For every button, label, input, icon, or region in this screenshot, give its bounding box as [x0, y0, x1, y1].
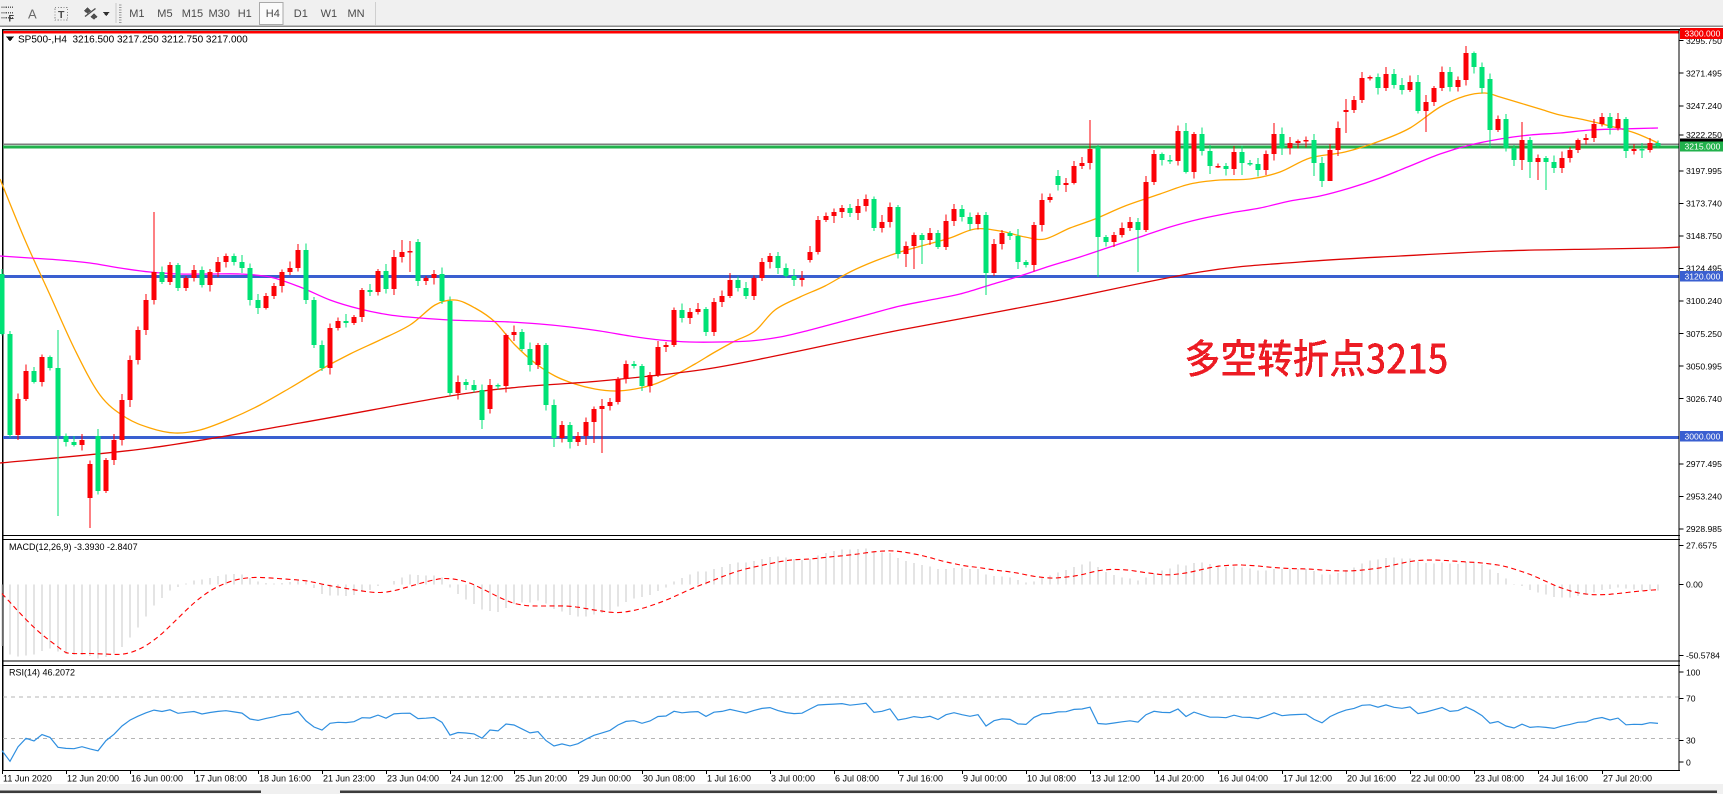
svg-text:3173.740: 3173.740	[1686, 199, 1722, 209]
svg-text:7 Jul 16:00: 7 Jul 16:00	[899, 774, 943, 784]
svg-text:H1: H1	[238, 8, 252, 20]
svg-text:3222.250: 3222.250	[1686, 130, 1722, 140]
svg-text:H4: H4	[266, 8, 280, 20]
svg-text:70: 70	[1686, 694, 1696, 704]
svg-text:3148.750: 3148.750	[1686, 231, 1722, 241]
svg-text:D1: D1	[294, 8, 308, 20]
svg-text:17 Jul 12:00: 17 Jul 12:00	[1283, 774, 1332, 784]
svg-text:W1: W1	[321, 8, 338, 20]
svg-text:3271.495: 3271.495	[1686, 68, 1722, 78]
svg-text:3120.000: 3120.000	[1685, 271, 1721, 281]
svg-text:9 Jul 00:00: 9 Jul 00:00	[963, 774, 1007, 784]
svg-text:6 Jul 08:00: 6 Jul 08:00	[835, 774, 879, 784]
svg-text:M1: M1	[129, 8, 144, 20]
svg-text:30 Jun 08:00: 30 Jun 08:00	[643, 774, 695, 784]
svg-text:1 Jul 16:00: 1 Jul 16:00	[707, 774, 751, 784]
svg-text:0.00: 0.00	[1686, 580, 1703, 590]
svg-text:16 Jun 00:00: 16 Jun 00:00	[131, 774, 183, 784]
svg-text:100: 100	[1686, 667, 1701, 677]
svg-text:A: A	[28, 7, 37, 22]
svg-text:29 Jun 00:00: 29 Jun 00:00	[579, 774, 631, 784]
svg-text:MN: MN	[348, 8, 365, 20]
svg-text:F: F	[9, 14, 15, 24]
svg-text:3124.495: 3124.495	[1686, 264, 1722, 274]
svg-text:0: 0	[1686, 757, 1691, 767]
svg-text:18 Jun 16:00: 18 Jun 16:00	[259, 774, 311, 784]
svg-text:22 Jul 00:00: 22 Jul 00:00	[1411, 774, 1460, 784]
svg-text:23 Jul 08:00: 23 Jul 08:00	[1475, 774, 1524, 784]
svg-text:M30: M30	[209, 8, 230, 20]
svg-text:24 Jul 16:00: 24 Jul 16:00	[1539, 774, 1588, 784]
svg-text:14 Jul 20:00: 14 Jul 20:00	[1155, 774, 1204, 784]
svg-text:27.6575: 27.6575	[1686, 541, 1717, 551]
svg-text:20 Jul 16:00: 20 Jul 16:00	[1347, 774, 1396, 784]
svg-text:M15: M15	[182, 8, 203, 20]
svg-text:3 Jul 00:00: 3 Jul 00:00	[771, 774, 815, 784]
svg-text:2977.495: 2977.495	[1686, 459, 1722, 469]
svg-text:16 Jul 04:00: 16 Jul 04:00	[1219, 774, 1268, 784]
svg-text:3075.250: 3075.250	[1686, 329, 1722, 339]
svg-text:M5: M5	[157, 8, 172, 20]
svg-text:3197.995: 3197.995	[1686, 166, 1722, 176]
svg-text:13 Jul 12:00: 13 Jul 12:00	[1091, 774, 1140, 784]
svg-text:3215.000: 3215.000	[1685, 142, 1721, 152]
svg-text:RSI(14) 46.2072: RSI(14) 46.2072	[9, 668, 75, 678]
svg-text:11 Jun 2020: 11 Jun 2020	[3, 774, 52, 784]
svg-text:3295.750: 3295.750	[1686, 36, 1722, 46]
svg-text:30: 30	[1686, 736, 1696, 746]
svg-text:10 Jul 08:00: 10 Jul 08:00	[1027, 774, 1076, 784]
svg-text:3247.240: 3247.240	[1686, 101, 1722, 111]
svg-text:21 Jun 23:00: 21 Jun 23:00	[323, 774, 375, 784]
svg-text:12 Jun 20:00: 12 Jun 20:00	[67, 774, 119, 784]
svg-text:-50.5784: -50.5784	[1686, 651, 1720, 661]
svg-text:SP500-,H4 3216.500 3217.250 3: SP500-,H4 3216.500 3217.250 3212.750 321…	[18, 35, 248, 46]
svg-text:3300.000: 3300.000	[1685, 29, 1721, 39]
svg-text:25 Jun 20:00: 25 Jun 20:00	[515, 774, 567, 784]
svg-text:17 Jun 08:00: 17 Jun 08:00	[195, 774, 247, 784]
svg-text:3026.740: 3026.740	[1686, 394, 1722, 404]
svg-text:3100.240: 3100.240	[1686, 296, 1722, 306]
svg-text:3000.000: 3000.000	[1685, 431, 1721, 441]
svg-text:2928.985: 2928.985	[1686, 524, 1722, 534]
svg-text:MACD(12,26,9) -3.3930 -2.8407: MACD(12,26,9) -3.3930 -2.8407	[9, 542, 138, 552]
svg-text:3050.995: 3050.995	[1686, 361, 1722, 371]
svg-text:23 Jun 04:00: 23 Jun 04:00	[387, 774, 439, 784]
svg-text:T: T	[58, 9, 65, 21]
svg-text:2953.240: 2953.240	[1686, 492, 1722, 502]
svg-text:24 Jun 12:00: 24 Jun 12:00	[451, 774, 503, 784]
svg-text:27 Jul 20:00: 27 Jul 20:00	[1603, 774, 1652, 784]
